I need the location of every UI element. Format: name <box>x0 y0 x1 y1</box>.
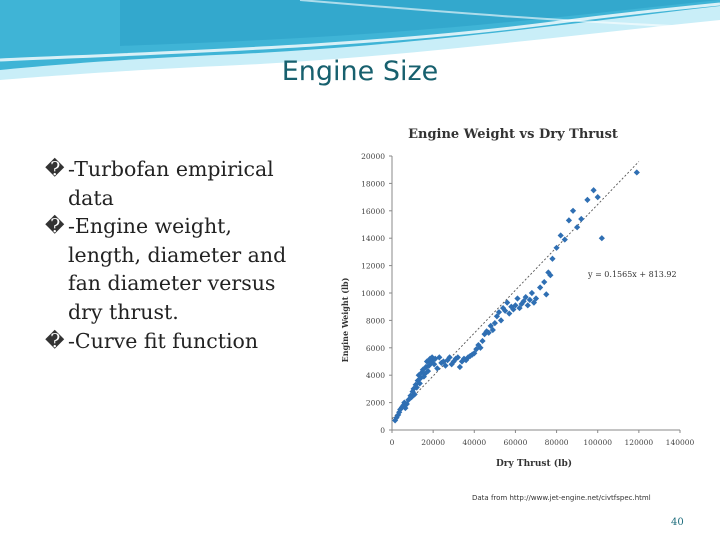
wave-highlight-line-2 <box>299 0 720 29</box>
bullet-item: � -Engine weight, length, diameter and f… <box>45 212 300 326</box>
data-point <box>514 295 521 302</box>
x-tick-label: 60000 <box>503 438 527 447</box>
data-point <box>537 284 544 291</box>
y-tick-label: 10000 <box>361 289 385 298</box>
x-tick-label: 140000 <box>666 438 695 447</box>
data-point <box>413 384 420 391</box>
slide-title: Engine Size <box>281 56 439 87</box>
data-point <box>549 255 556 262</box>
data-point <box>574 224 581 231</box>
y-tick-label: 0 <box>380 426 385 435</box>
data-point <box>456 363 463 371</box>
x-tick-labels: 0 20000 40000 60000 80000 100000 120000 140000 <box>390 430 695 447</box>
data-point <box>578 215 585 223</box>
trendline-group <box>391 161 640 420</box>
wave-highlight-line <box>0 2 720 62</box>
y-tick-label: 6000 <box>366 344 385 353</box>
data-point <box>442 362 449 369</box>
data-point <box>410 385 417 392</box>
data-point <box>528 289 535 297</box>
data-point <box>499 304 507 312</box>
data-point <box>506 310 513 317</box>
chart-title: Engine Weight vs Dry Thrust <box>408 127 618 142</box>
data-point <box>479 337 486 345</box>
y-tick-label: 8000 <box>366 316 385 325</box>
data-point <box>403 400 410 408</box>
x-tick-label: 120000 <box>625 438 654 447</box>
data-point <box>584 196 591 203</box>
trendline <box>391 161 640 420</box>
x-tick-label: 40000 <box>462 438 486 447</box>
bullet-item: � -Turbofan empirical data <box>45 155 300 212</box>
data-point <box>421 370 429 377</box>
data-point <box>424 367 432 375</box>
x-tick-label: 100000 <box>583 438 612 447</box>
data-points <box>391 169 640 424</box>
y-tick-labels: 0 2000 4000 6000 8000 10000 12000 14000 16000 180… <box>361 152 392 435</box>
data-point <box>557 232 564 239</box>
data-point <box>434 365 441 372</box>
data-point <box>477 344 484 351</box>
data-point <box>565 217 573 224</box>
data-point <box>391 417 399 424</box>
data-point <box>524 302 531 309</box>
x-tick-label: 80000 <box>545 438 569 447</box>
scatter-chart: Engine Weight vs Dry Thrust 0 2000 4000 600… <box>340 127 695 469</box>
data-point <box>497 317 505 324</box>
y-axis-label: Engine Weight (lb) <box>340 277 350 362</box>
y-tick-label: 18000 <box>361 179 385 188</box>
bullet-text: -Turbofan empirical data <box>68 157 274 210</box>
y-tick-label: 2000 <box>366 399 385 408</box>
data-point <box>590 187 597 194</box>
data-point <box>489 326 496 334</box>
data-point <box>412 381 419 388</box>
y-tick-label: 4000 <box>366 371 385 380</box>
data-point <box>598 235 605 242</box>
data-point <box>561 236 568 243</box>
header-wave-decoration <box>0 0 720 80</box>
data-point <box>452 355 459 362</box>
chart-axes <box>391 156 680 431</box>
y-tick-label: 16000 <box>361 207 385 216</box>
bullet-glyph: � <box>45 158 65 180</box>
bullet-text: -Engine weight, length, diameter and fan… <box>68 214 287 324</box>
wave-teal-band <box>120 0 720 46</box>
data-point <box>444 357 451 364</box>
data-point <box>401 399 408 406</box>
source-citation: Data from http://www.jet-engine.net/civt… <box>472 494 651 502</box>
trendline-equation: y = 0.1565x + 813.92 <box>587 270 677 279</box>
data-point <box>415 372 422 379</box>
data-point <box>543 291 550 298</box>
y-tick-label: 14000 <box>361 234 385 243</box>
page-number: 40 <box>671 517 684 528</box>
data-point <box>402 404 409 412</box>
data-point <box>400 402 407 409</box>
y-tick-label: 20000 <box>361 152 385 161</box>
bullet-text: -Curve fit function <box>68 328 259 353</box>
data-point <box>397 406 404 413</box>
data-point <box>633 169 640 176</box>
y-tick-label: 12000 <box>361 262 385 271</box>
data-point <box>416 380 423 387</box>
x-tick-label: 0 <box>390 438 395 447</box>
bullet-glyph: � <box>45 329 65 352</box>
bullet-list: � -Turbofan empirical data � -Engine wei… <box>45 155 300 355</box>
x-tick-label: 20000 <box>421 438 445 447</box>
bullet-glyph: � <box>45 215 65 238</box>
data-point <box>594 194 601 201</box>
x-axis-label: Dry Thrust (lb) <box>496 458 572 469</box>
data-point <box>569 207 577 214</box>
data-point <box>504 299 511 306</box>
bullet-item: � -Curve fit function <box>45 327 300 356</box>
data-point <box>541 278 548 286</box>
data-point <box>495 309 503 316</box>
